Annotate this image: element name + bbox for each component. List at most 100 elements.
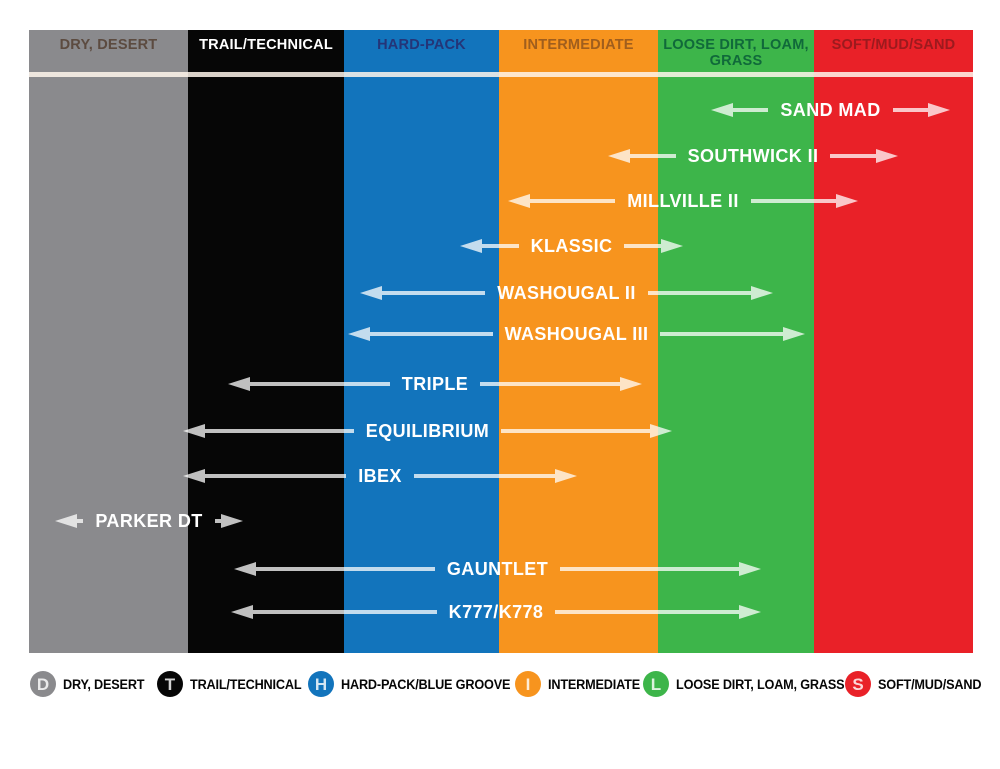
legend-item-loose-dirt-loam-grass: L LOOSE DIRT, LOAM, GRASS xyxy=(643,671,855,697)
arrow-left-icon xyxy=(360,286,382,300)
arrow-right-icon xyxy=(555,469,577,483)
tire-name: MILLVILLE II xyxy=(627,191,739,211)
legend-item-trail-technical: T TRAIL/TECHNICAL xyxy=(157,671,309,697)
arrow-right-icon xyxy=(650,424,672,438)
terrain-column-soft-mud-sand: SOFT/MUD/SAND xyxy=(814,30,973,653)
legend-item-hard-pack-blue-groove: H HARD-PACK/BLUE GROOVE xyxy=(308,671,521,697)
tire-name: WASHOUGAL II xyxy=(497,283,636,303)
legend-circle-i-icon: I xyxy=(515,671,541,697)
arrow-line xyxy=(555,610,740,614)
terrain-column-dry-desert: DRY, DESERT xyxy=(29,30,188,653)
arrow-line xyxy=(830,154,877,158)
terrain-column-header: SOFT/MUD/SAND xyxy=(831,36,956,53)
arrow-line xyxy=(205,429,354,433)
tire-range-millville-ii: MILLVILLE II xyxy=(508,190,858,212)
legend-circle-l-icon: L xyxy=(643,671,669,697)
tire-name: TRIPLE xyxy=(401,374,469,394)
tire-name: PARKER DT xyxy=(95,511,203,531)
arrow-right-icon xyxy=(751,286,774,300)
legend-circle-h-icon: H xyxy=(308,671,334,697)
tire-name: IBEX xyxy=(358,466,402,486)
legend-circle-d-icon: D xyxy=(30,671,56,697)
tire-range-sand-mad: SAND MAD xyxy=(711,99,951,121)
arrow-right-icon xyxy=(661,239,683,253)
arrow-line xyxy=(205,474,347,478)
arrow-line xyxy=(77,519,84,523)
arrow-left-icon xyxy=(348,327,370,341)
arrow-line xyxy=(530,199,616,203)
tire-range-k777-k778: K777/K778 xyxy=(231,601,762,623)
arrow-right-icon xyxy=(739,605,762,619)
legend-circle-t-icon: T xyxy=(157,671,183,697)
arrow-right-icon xyxy=(876,149,899,163)
terrain-column-header: INTERMEDIATE xyxy=(523,36,634,53)
tire-range-klassic: KLASSIC xyxy=(460,235,683,257)
legend-label: LOOSE DIRT, LOAM, GRASS xyxy=(676,676,845,692)
arrow-left-icon xyxy=(55,514,77,528)
arrow-right-icon xyxy=(620,377,642,391)
arrow-left-icon xyxy=(234,562,256,576)
terrain-column-header: LOOSE DIRT, LOAM, GRASS xyxy=(663,36,809,69)
arrow-line xyxy=(560,567,740,571)
arrow-line xyxy=(253,610,437,614)
arrow-line xyxy=(482,244,519,248)
terrain-column-header: HARD-PACK xyxy=(377,36,466,53)
arrow-line xyxy=(647,291,752,295)
arrow-left-icon xyxy=(460,239,482,253)
legend-label: HARD-PACK/BLUE GROOVE xyxy=(341,676,511,692)
arrow-line xyxy=(750,199,836,203)
arrow-right-icon xyxy=(783,327,805,341)
arrow-left-icon xyxy=(183,469,205,483)
tire-range-equilibrium: EQUILIBRIUM xyxy=(183,420,672,442)
terrain-column-intermediate: INTERMEDIATE xyxy=(499,30,658,653)
arrow-line xyxy=(630,154,676,158)
arrow-right-icon xyxy=(836,194,858,208)
tire-range-triple: TRIPLE xyxy=(228,373,642,395)
terrain-column-loose-dirt-loam-grass: LOOSE DIRT, LOAM, GRASS xyxy=(658,30,814,653)
arrow-left-icon xyxy=(711,103,733,117)
tire-name: K777/K778 xyxy=(448,602,544,622)
arrow-left-icon xyxy=(183,424,205,438)
arrow-line xyxy=(660,332,783,336)
legend-circle-s-icon: S xyxy=(845,671,871,697)
legend-item-soft-mud-sand: S SOFT/MUD/SAND xyxy=(845,671,988,697)
arrow-line xyxy=(214,519,221,523)
legend-label: DRY, DESERT xyxy=(63,676,145,692)
arrow-line xyxy=(256,567,435,571)
arrow-left-icon xyxy=(231,605,253,619)
tire-name: GAUNTLET xyxy=(446,559,549,579)
legend-label: INTERMEDIATE xyxy=(548,676,640,692)
arrow-left-icon xyxy=(608,149,630,163)
arrow-line xyxy=(370,332,493,336)
arrow-right-icon xyxy=(928,103,951,117)
arrow-line xyxy=(733,108,769,112)
legend-label: SOFT/MUD/SAND xyxy=(878,676,982,692)
tire-name: KLASSIC xyxy=(530,236,613,256)
legend-item-dry-desert: D DRY, DESERT xyxy=(30,671,150,697)
arrow-right-icon xyxy=(221,514,243,528)
tire-name: EQUILIBRIUM xyxy=(365,421,490,441)
arrow-right-icon xyxy=(739,562,762,576)
arrow-line xyxy=(892,108,929,112)
arrow-line xyxy=(250,382,390,386)
tire-range-washougal-ii: WASHOUGAL II xyxy=(360,282,774,304)
tire-range-parker-dt: PARKER DT xyxy=(55,510,243,532)
arrow-line xyxy=(480,382,620,386)
arrow-line xyxy=(413,474,555,478)
tire-range-southwick-ii: SOUTHWICK II xyxy=(608,145,899,167)
arrow-line xyxy=(624,244,661,248)
terrain-column-header: DRY, DESERT xyxy=(59,36,158,53)
tire-name: SAND MAD xyxy=(780,100,881,120)
arrow-line xyxy=(382,291,486,295)
arrow-left-icon xyxy=(228,377,250,391)
terrain-column-hard-pack: HARD-PACK xyxy=(344,30,499,653)
tire-name: SOUTHWICK II xyxy=(687,146,819,166)
arrow-line xyxy=(501,429,650,433)
terrain-column-trail-technical: TRAIL/TECHNICAL xyxy=(188,30,344,653)
tire-range-washougal-iii: WASHOUGAL III xyxy=(348,323,805,345)
arrow-left-icon xyxy=(508,194,530,208)
tire-name: WASHOUGAL III xyxy=(504,324,649,344)
terrain-column-header: TRAIL/TECHNICAL xyxy=(199,36,333,53)
